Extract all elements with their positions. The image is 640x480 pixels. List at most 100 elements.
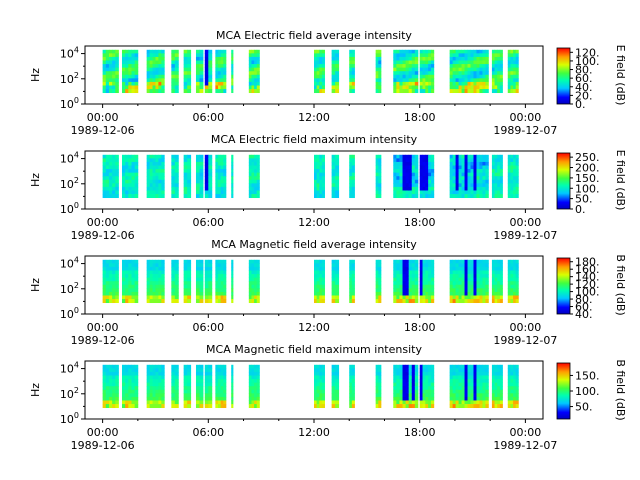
spectrogram-cell xyxy=(152,404,156,409)
spectrogram-cell xyxy=(515,67,519,72)
spectrogram-cell xyxy=(223,404,227,409)
spectrogram-cell xyxy=(321,169,325,174)
spectrogram-cell xyxy=(491,176,495,181)
spectrogram-cell xyxy=(254,270,258,275)
spectrogram-cell xyxy=(146,400,150,405)
spectrogram-cell xyxy=(158,389,162,394)
spectrogram-cell xyxy=(223,186,227,191)
spectrogram-cell xyxy=(349,53,353,58)
spectrogram-cell xyxy=(449,158,454,163)
spectrogram-cell xyxy=(419,158,423,163)
spectrogram-cell xyxy=(204,169,209,174)
spectrogram-cell xyxy=(515,49,519,54)
spectrogram-cell xyxy=(335,364,340,369)
spectrogram-cell xyxy=(254,165,258,170)
spectrogram-cell xyxy=(231,49,234,54)
spectrogram-cell xyxy=(449,161,454,166)
spectrogram-cell xyxy=(452,165,456,170)
spectrogram-cell xyxy=(515,190,519,195)
spectrogram-cell xyxy=(476,64,480,69)
spectrogram-cell xyxy=(171,74,176,79)
spectrogram-cell xyxy=(204,85,209,90)
spectrogram-cell xyxy=(199,64,204,69)
spectrogram-cell xyxy=(112,74,116,79)
spectrogram-cell xyxy=(507,266,511,271)
spectrogram-cell xyxy=(430,172,435,177)
spectrogram-cell xyxy=(115,396,119,401)
spectrogram-cell xyxy=(473,389,477,394)
spectrogram-cell xyxy=(183,263,188,268)
spectrogram-cell xyxy=(115,382,119,387)
spectrogram-cell xyxy=(411,284,416,289)
spectrogram-cell xyxy=(428,172,432,177)
spectrogram-cell xyxy=(208,183,213,188)
spectrogram-cell xyxy=(112,169,116,174)
spectrogram-cell xyxy=(399,161,403,166)
spectrogram-cell xyxy=(149,186,153,191)
spectrogram-cell xyxy=(467,64,471,69)
spectrogram-cell xyxy=(174,85,179,90)
spectrogram-cell xyxy=(183,396,188,401)
spectrogram-cell xyxy=(112,161,116,166)
spectrogram-cell xyxy=(223,371,227,376)
spectrogram-cell xyxy=(128,161,132,166)
spectrogram-cell xyxy=(510,56,514,61)
spectrogram-cell xyxy=(414,404,419,409)
spectrogram-cell xyxy=(131,404,136,409)
spectrogram-cell xyxy=(428,183,432,188)
spectrogram-cell xyxy=(452,288,456,293)
spectrogram-cell xyxy=(414,74,419,79)
spectrogram-cell xyxy=(223,53,227,58)
spectrogram-cell xyxy=(223,386,227,391)
spectrogram-cell xyxy=(408,154,413,159)
spectrogram-cell xyxy=(419,379,423,384)
spectrogram-cell xyxy=(476,389,480,394)
spectrogram-cell xyxy=(430,281,435,286)
spectrogram-cell xyxy=(171,172,176,177)
spectrogram-cell xyxy=(470,284,474,289)
spectrogram-cell xyxy=(499,274,503,279)
spectrogram-cell xyxy=(187,375,192,380)
spectrogram-cell xyxy=(152,190,156,195)
spectrogram-cell xyxy=(199,400,204,405)
spectrogram-cell xyxy=(452,364,456,369)
spectrogram-cell xyxy=(256,64,260,69)
spectrogram-cell xyxy=(408,190,413,195)
spectrogram-cell xyxy=(220,404,224,409)
spectrogram-cell xyxy=(452,266,456,271)
spectrogram-cell xyxy=(223,194,227,199)
spectrogram-cell xyxy=(171,186,176,191)
spectrogram-cell xyxy=(231,270,234,275)
spectrogram-cell xyxy=(174,291,179,296)
spectrogram-cell xyxy=(220,64,224,69)
spectrogram-cell xyxy=(171,194,176,199)
spectrogram-cell xyxy=(494,382,498,387)
spectrogram-cell xyxy=(425,274,429,279)
spectrogram-cell xyxy=(187,364,192,369)
spectrogram-cell xyxy=(497,400,501,405)
spectrogram-cell xyxy=(464,288,468,293)
spectrogram-cell xyxy=(428,400,432,405)
spectrogram-cell xyxy=(105,49,110,54)
spectrogram-cell xyxy=(199,263,204,268)
spectrogram-cell xyxy=(507,379,511,384)
spectrogram-cell xyxy=(510,67,514,72)
spectrogram-cell xyxy=(449,379,454,384)
spectrogram-cell xyxy=(378,277,382,282)
spectrogram-cell xyxy=(231,81,234,86)
spectrogram-cell xyxy=(499,176,503,181)
spectrogram-cell xyxy=(513,194,517,199)
spectrogram-cell xyxy=(319,284,323,289)
spectrogram-cell xyxy=(349,277,353,282)
spectrogram-cell xyxy=(396,386,400,391)
spectrogram-cell xyxy=(425,158,429,163)
spectrogram-cell xyxy=(375,165,379,170)
spectrogram-cell xyxy=(316,85,320,90)
spectrogram-cell xyxy=(155,281,159,286)
spectrogram-cell xyxy=(349,389,353,394)
spectrogram-cell xyxy=(467,186,471,191)
spectrogram-cell xyxy=(152,186,156,191)
spectrogram-cell xyxy=(405,295,410,300)
spectrogram-cell xyxy=(449,183,454,188)
spectrogram-cell xyxy=(134,379,139,384)
